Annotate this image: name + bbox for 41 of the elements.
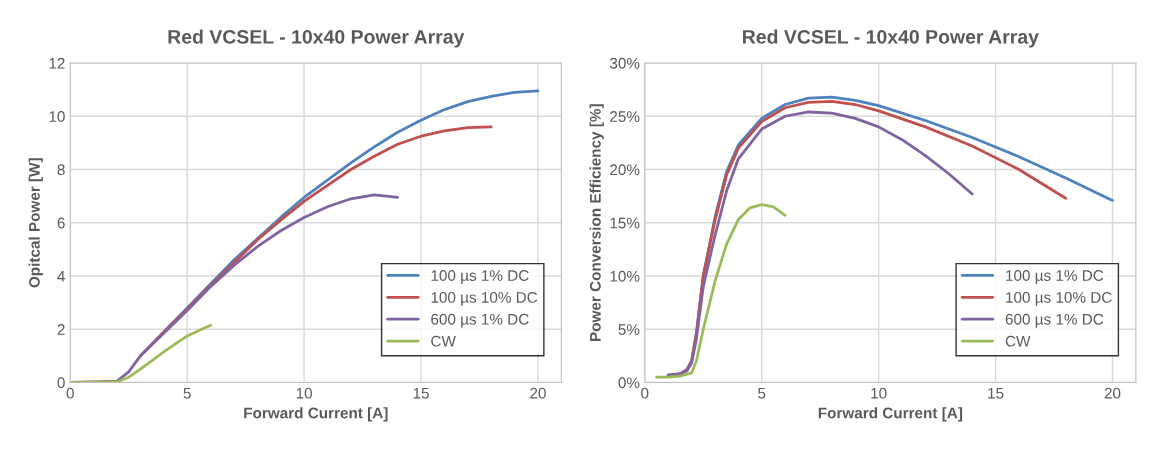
x-tick-label: 5 xyxy=(758,387,766,399)
y-axis-title: Opitcal Power [W] xyxy=(28,158,43,288)
legend-label: CW xyxy=(431,335,456,347)
y-tick-label: 12 xyxy=(49,57,65,69)
x-axis-title: Forward Current [A] xyxy=(818,407,963,422)
y-axis-title: Power Conversion Efficiency [%] xyxy=(589,104,604,341)
legend-label: CW xyxy=(1005,335,1031,347)
y-tick-label: 6 xyxy=(57,217,65,229)
line-series xyxy=(666,110,974,377)
line-series xyxy=(70,323,212,383)
chart-title: Red VCSEL - 10x40 Power Array xyxy=(168,29,465,48)
x-tick-label: 10 xyxy=(296,387,312,399)
legend-label: 100 µs 10% DC xyxy=(431,291,538,306)
legend-label: 600 µs 1% DC xyxy=(431,313,529,328)
y-tick-label: 25% xyxy=(610,111,640,122)
x-tick-label: 15 xyxy=(988,387,1004,399)
y-tick-label: 0% xyxy=(618,377,640,389)
y-tick-label: 4 xyxy=(57,271,65,282)
x-tick-label: 0 xyxy=(66,387,74,399)
y-tick-label: 30% xyxy=(609,57,640,69)
x-tick-label: 5 xyxy=(183,387,191,399)
y-tick-label: 5% xyxy=(618,324,640,335)
x-tick-label: 10 xyxy=(871,387,887,399)
y-tick-label: 2 xyxy=(57,324,65,335)
legend-label: 100 µs 1% DC xyxy=(1006,270,1104,284)
legend-label: 600 µs 1% DC xyxy=(1005,313,1104,328)
x-tick-label: 20 xyxy=(1104,387,1121,399)
y-tick-label: 8 xyxy=(57,164,65,176)
legend-label: 100 µs 10% DC xyxy=(1006,291,1112,306)
x-tick-label: 15 xyxy=(413,387,429,399)
x-tick-label: 0 xyxy=(641,387,649,399)
y-tick-label: 0 xyxy=(57,377,65,389)
y-tick-label: 20% xyxy=(610,164,640,176)
x-axis-title: Forward Current [A] xyxy=(244,407,388,422)
y-tick-label: 10% xyxy=(610,270,640,282)
y-tick-label: 15% xyxy=(610,217,640,229)
y-tick-label: 10 xyxy=(49,111,65,122)
line-series xyxy=(655,203,787,379)
chart-title: Red VCSEL - 10x40 Power Array xyxy=(743,29,1039,48)
legend-label: 100 µs 1% DC xyxy=(431,270,529,284)
x-tick-label: 20 xyxy=(530,387,546,399)
